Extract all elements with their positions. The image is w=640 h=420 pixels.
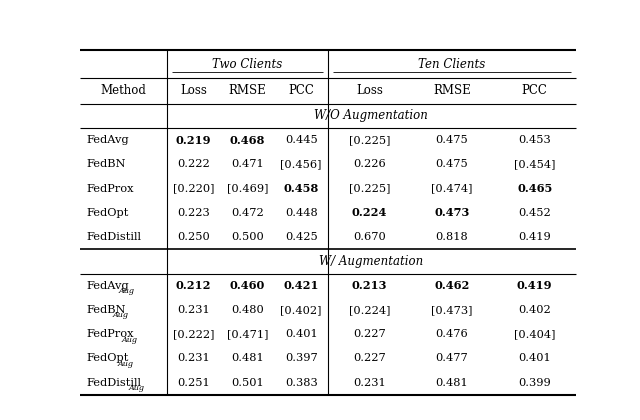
- Text: [0.220]: [0.220]: [173, 184, 214, 194]
- Text: Two Clients: Two Clients: [212, 58, 282, 71]
- Text: FedDistill: FedDistill: [86, 232, 141, 242]
- Text: 0.383: 0.383: [285, 378, 317, 388]
- Text: 0.222: 0.222: [177, 160, 210, 169]
- Text: Loss: Loss: [356, 84, 383, 97]
- Text: 0.227: 0.227: [353, 354, 386, 363]
- Text: [0.469]: [0.469]: [227, 184, 268, 194]
- Text: 0.401: 0.401: [285, 329, 317, 339]
- Text: 0.471: 0.471: [231, 160, 264, 169]
- Text: Aug: Aug: [118, 287, 134, 295]
- Text: 0.818: 0.818: [436, 232, 468, 242]
- Text: 0.212: 0.212: [176, 280, 211, 291]
- Text: 0.231: 0.231: [177, 354, 210, 363]
- Text: Aug: Aug: [117, 360, 133, 368]
- Text: 0.227: 0.227: [353, 329, 386, 339]
- Text: 0.425: 0.425: [285, 232, 317, 242]
- Text: PCC: PCC: [288, 84, 314, 97]
- Text: [0.474]: [0.474]: [431, 184, 473, 194]
- Text: 0.473: 0.473: [435, 207, 470, 218]
- Text: Aug: Aug: [129, 384, 145, 392]
- Text: RMSE: RMSE: [433, 84, 471, 97]
- Text: [0.456]: [0.456]: [280, 160, 322, 169]
- Text: Ten Clients: Ten Clients: [419, 58, 486, 71]
- Text: 0.670: 0.670: [353, 232, 386, 242]
- Text: FedOpt: FedOpt: [86, 208, 129, 218]
- Text: [0.471]: [0.471]: [227, 329, 268, 339]
- Text: 0.419: 0.419: [517, 280, 552, 291]
- Text: 0.397: 0.397: [285, 354, 317, 363]
- Text: 0.250: 0.250: [177, 232, 210, 242]
- Text: [0.454]: [0.454]: [514, 160, 556, 169]
- Text: W/ Augmentation: W/ Augmentation: [319, 255, 424, 268]
- Text: 0.445: 0.445: [285, 135, 317, 145]
- Text: 0.500: 0.500: [231, 232, 264, 242]
- Text: 0.468: 0.468: [230, 135, 265, 146]
- Text: 0.462: 0.462: [435, 280, 470, 291]
- Text: 0.224: 0.224: [351, 207, 387, 218]
- Text: FedProx: FedProx: [86, 184, 134, 194]
- Text: Loss: Loss: [180, 84, 207, 97]
- Text: Aug: Aug: [122, 336, 138, 344]
- Text: 0.465: 0.465: [517, 183, 552, 194]
- Text: FedDistill: FedDistill: [86, 378, 141, 388]
- Text: 0.476: 0.476: [436, 329, 468, 339]
- Text: [0.404]: [0.404]: [514, 329, 556, 339]
- Text: 0.460: 0.460: [230, 280, 265, 291]
- Text: 0.421: 0.421: [284, 280, 319, 291]
- Text: FedAvg: FedAvg: [86, 281, 129, 291]
- Text: 0.475: 0.475: [436, 135, 468, 145]
- Text: 0.453: 0.453: [518, 135, 551, 145]
- Text: FedOpt: FedOpt: [86, 354, 129, 363]
- Text: PCC: PCC: [522, 84, 548, 97]
- Text: 0.448: 0.448: [285, 208, 317, 218]
- Text: RMSE: RMSE: [228, 84, 266, 97]
- Text: FedBN: FedBN: [86, 160, 125, 169]
- Text: FedAvg: FedAvg: [86, 135, 129, 145]
- Text: 0.501: 0.501: [231, 378, 264, 388]
- Text: 0.223: 0.223: [177, 208, 210, 218]
- Text: 0.480: 0.480: [231, 305, 264, 315]
- Text: 0.481: 0.481: [231, 354, 264, 363]
- Text: 0.475: 0.475: [436, 160, 468, 169]
- Text: W/O Augmentation: W/O Augmentation: [314, 109, 428, 122]
- Text: [0.402]: [0.402]: [280, 305, 322, 315]
- Text: 0.219: 0.219: [176, 135, 211, 146]
- Text: [0.473]: [0.473]: [431, 305, 473, 315]
- Text: 0.481: 0.481: [436, 378, 468, 388]
- Text: 0.213: 0.213: [351, 280, 387, 291]
- Text: 0.472: 0.472: [231, 208, 264, 218]
- Text: 0.419: 0.419: [518, 232, 551, 242]
- Text: 0.251: 0.251: [177, 378, 210, 388]
- Text: 0.452: 0.452: [518, 208, 551, 218]
- Text: [0.225]: [0.225]: [349, 184, 390, 194]
- Text: [0.224]: [0.224]: [349, 305, 390, 315]
- Text: 0.402: 0.402: [518, 305, 551, 315]
- Text: [0.225]: [0.225]: [349, 135, 390, 145]
- Text: Aug: Aug: [113, 311, 129, 319]
- Text: 0.226: 0.226: [353, 160, 386, 169]
- Text: 0.401: 0.401: [518, 354, 551, 363]
- Text: 0.477: 0.477: [436, 354, 468, 363]
- Text: Method: Method: [100, 84, 147, 97]
- Text: 0.231: 0.231: [177, 305, 210, 315]
- Text: FedBN: FedBN: [86, 305, 125, 315]
- Text: 0.231: 0.231: [353, 378, 386, 388]
- Text: FedProx: FedProx: [86, 329, 134, 339]
- Text: 0.399: 0.399: [518, 378, 551, 388]
- Text: 0.458: 0.458: [284, 183, 319, 194]
- Text: [0.222]: [0.222]: [173, 329, 214, 339]
